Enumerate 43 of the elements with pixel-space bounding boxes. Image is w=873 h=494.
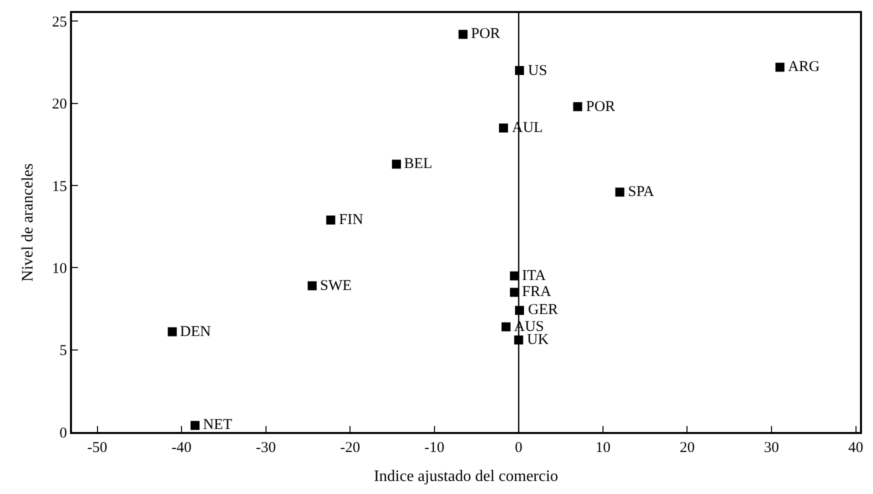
point (326, 216, 336, 225)
point (775, 62, 784, 72)
point (308, 281, 317, 290)
point (499, 124, 508, 133)
x-tick-label: -10 (424, 440, 444, 456)
x-axis-title: Indice ajustado del comercio (374, 468, 558, 486)
point (573, 102, 582, 112)
x-tick-label: 20 (680, 440, 695, 456)
y-axis-title: Nivel de aranceles (19, 163, 36, 282)
annotation: FIN (339, 212, 364, 228)
annotation: ARG (788, 59, 820, 75)
annotation: POR (471, 26, 500, 42)
x-tick-label: -30 (256, 440, 276, 456)
annotation: US (528, 63, 548, 79)
y-tick-label: 5 (60, 343, 67, 360)
x-tick-label: -50 (87, 440, 108, 456)
y-tick-label: 15 (52, 178, 67, 195)
x-tick-label: 0 (514, 440, 522, 456)
point (392, 160, 401, 169)
annotation: FRA (522, 284, 552, 300)
point (615, 188, 624, 197)
point (190, 420, 200, 430)
point (502, 322, 511, 332)
x-tick-label: 10 (595, 440, 610, 456)
y-tick-label: 10 (52, 260, 67, 277)
annotation: SPA (628, 184, 654, 200)
annotation: BEL (404, 156, 432, 172)
annotation: UK (527, 332, 549, 348)
annotation: GER (528, 302, 558, 318)
annotation: POR (586, 99, 616, 115)
annotation: SWE (320, 278, 352, 294)
y-tick-label: 25 (52, 14, 67, 30)
y-tick-label: 0 (60, 425, 67, 442)
point (458, 30, 468, 39)
x-tick-label: -40 (172, 440, 192, 456)
x-tick-label: -20 (340, 440, 360, 456)
x-tick-label: 40 (848, 440, 864, 456)
annotation: ITA (522, 268, 546, 284)
point (168, 327, 177, 336)
annotation: DEN (180, 324, 211, 340)
x-tick-label: 30 (764, 440, 780, 456)
y-tick-label: 20 (52, 96, 67, 113)
annotation: NET (203, 417, 232, 433)
